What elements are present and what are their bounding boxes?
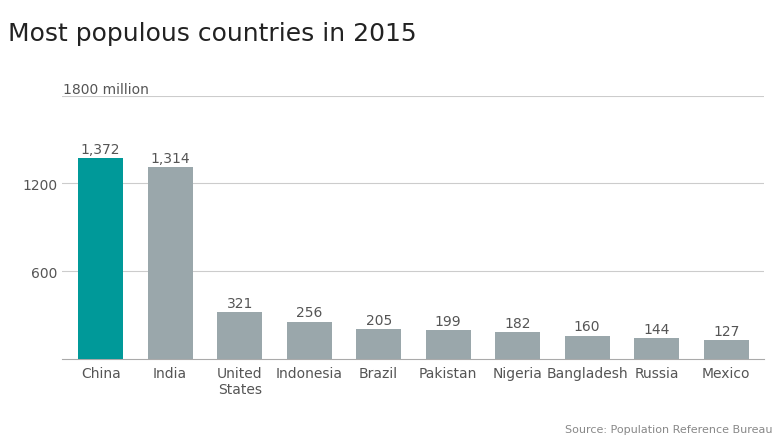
Bar bbox=[356, 329, 401, 359]
Bar bbox=[78, 159, 123, 359]
Bar bbox=[634, 338, 679, 359]
Bar bbox=[704, 341, 749, 359]
Text: 199: 199 bbox=[434, 314, 462, 328]
Text: 256: 256 bbox=[296, 306, 322, 320]
Bar bbox=[565, 336, 610, 359]
Text: 1,372: 1,372 bbox=[81, 143, 120, 157]
Bar bbox=[147, 167, 193, 359]
Text: 1800 million: 1800 million bbox=[63, 82, 149, 96]
Text: Source: Population Reference Bureau: Source: Population Reference Bureau bbox=[565, 424, 772, 434]
Text: 127: 127 bbox=[713, 325, 739, 339]
Text: 205: 205 bbox=[366, 313, 392, 327]
Text: 1,314: 1,314 bbox=[151, 151, 190, 165]
Bar bbox=[217, 312, 262, 359]
Text: 144: 144 bbox=[644, 322, 670, 336]
Bar bbox=[495, 332, 541, 359]
Text: 321: 321 bbox=[226, 296, 253, 310]
Text: Most populous countries in 2015: Most populous countries in 2015 bbox=[8, 22, 417, 46]
Bar bbox=[426, 330, 471, 359]
Text: 160: 160 bbox=[574, 320, 601, 334]
Bar bbox=[286, 322, 332, 359]
Text: 182: 182 bbox=[505, 316, 531, 330]
